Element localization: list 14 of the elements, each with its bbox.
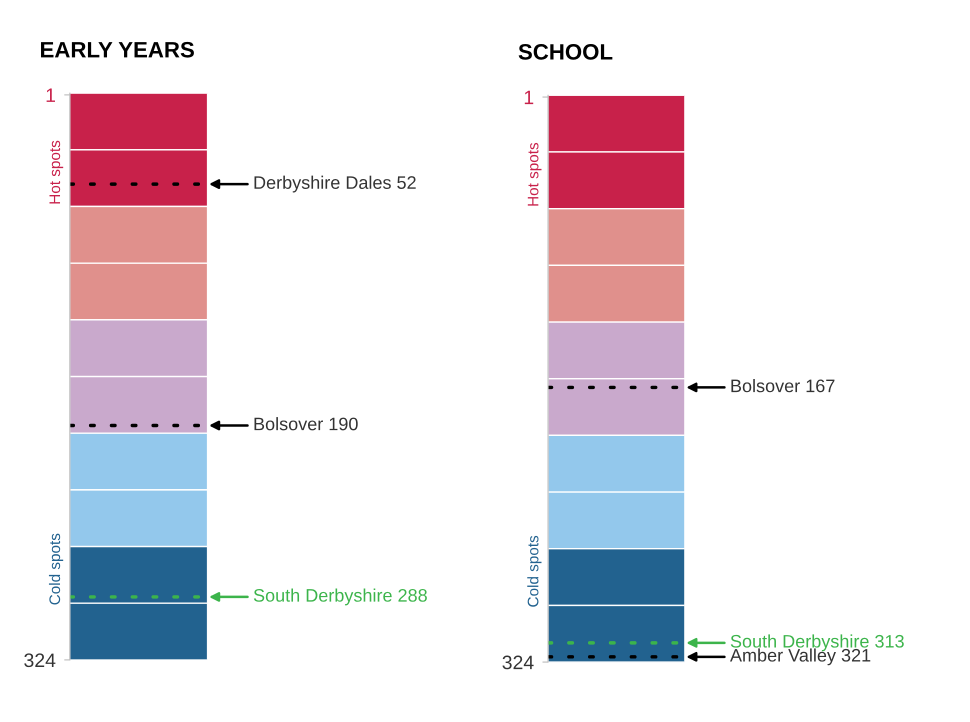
chart-title: EARLY YEARS bbox=[41, 42, 194, 58]
y-tick-label: 324 bbox=[502, 656, 534, 670]
ref-line-label: Bolsover 167 bbox=[731, 379, 834, 392]
text: Cold spots bbox=[527, 536, 542, 607]
y-tick-label: 1 bbox=[524, 90, 534, 104]
ref-line-label: South Derbyshire 288 bbox=[254, 588, 427, 606]
y-tick-label: 324 bbox=[24, 653, 56, 668]
text: Cold spots bbox=[48, 534, 64, 605]
chart-title: SCHOOL bbox=[518, 44, 612, 60]
ref-line-label: Bolsover 190 bbox=[254, 417, 358, 430]
text: Hot spots bbox=[528, 142, 542, 206]
y-tick-label: 1 bbox=[46, 88, 56, 102]
ref-line-label: Derbyshire Dales 52 bbox=[254, 176, 416, 193]
text: Hot spots bbox=[50, 140, 64, 204]
